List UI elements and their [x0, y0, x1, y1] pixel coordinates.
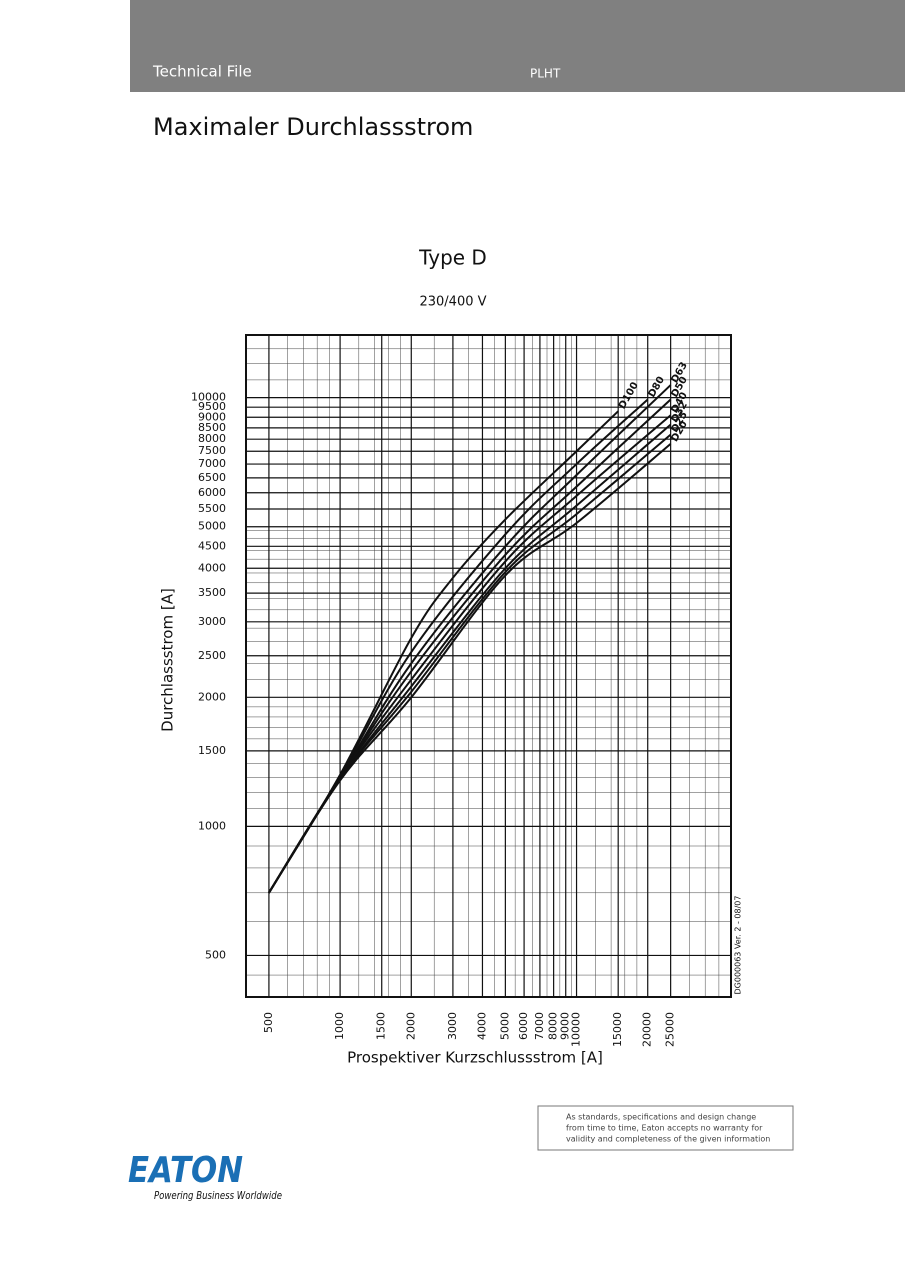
y-tick-label: 9000: [198, 410, 226, 423]
header-center: PLHT: [530, 67, 561, 81]
x-tick-label: 2000: [404, 1012, 417, 1040]
y-tick-label: 500: [205, 948, 226, 961]
y-tick-label: 4000: [198, 561, 226, 574]
y-tick-label: 6000: [198, 486, 226, 499]
plot-frame: [245, 334, 732, 998]
chart-annotation: DG000063 Ver. 2 - 08/07: [734, 896, 743, 995]
chart-title: Type D: [418, 246, 487, 270]
x-tick-label: 25000: [664, 1012, 677, 1047]
logo: EATON: [128, 1150, 243, 1191]
x-tick-label: 20000: [641, 1012, 654, 1047]
series-line: [268, 443, 672, 894]
y-tick-label: 6500: [198, 471, 226, 484]
disclaimer-line: from time to time, Eaton accepts no warr…: [566, 1124, 763, 1133]
page-title: Maximaler Durchlassstrom: [153, 113, 473, 141]
x-tick-label: 5000: [498, 1012, 511, 1040]
series-label: D80: [646, 375, 667, 400]
y-axis-title: Durchlassstrom [A]: [159, 588, 177, 732]
y-tick-label: 3500: [198, 586, 226, 599]
y-tick-label: 10000: [191, 391, 226, 404]
y-tick-label: 3000: [198, 615, 226, 628]
y-tick-label: 5500: [198, 502, 226, 515]
x-tick-label: 10000: [570, 1012, 583, 1047]
x-tick-label: 8000: [547, 1012, 560, 1040]
x-tick-label: 15000: [611, 1012, 624, 1047]
disclaimer-line: As standards, specifications and design …: [566, 1113, 756, 1122]
logo-tagline: Powering Business Worldwide: [154, 1189, 282, 1202]
disclaimer-box: [537, 1105, 794, 1151]
y-tick-label: 9500: [198, 400, 226, 413]
x-axis-title: Prospektiver Kurzschlussstrom [A]: [347, 1049, 603, 1067]
y-tick-label: 8000: [198, 432, 226, 445]
x-tick-label: 1000: [333, 1012, 346, 1040]
y-tick-label: 8500: [198, 421, 226, 434]
y-tick-label: 1000: [198, 819, 226, 832]
disclaimer-line: validity and completeness of the given i…: [566, 1135, 770, 1144]
plot: 500 1000 1500 2000 3000 4000 5000 6000 7000 8000 9…: [191, 334, 732, 1047]
x-tick-label: 7000: [533, 1012, 546, 1040]
header-bar: [130, 0, 905, 92]
x-tick-label: 3000: [446, 1012, 459, 1040]
x-tick-label: 4000: [475, 1012, 488, 1040]
y-tick-label: 1500: [198, 744, 226, 757]
y-tick-label: 4500: [198, 539, 226, 552]
y-tick-label: 2000: [198, 690, 226, 703]
y-tick-label: 7000: [198, 457, 226, 470]
y-tick-label: 5000: [198, 520, 226, 533]
header-left: Technical File: [152, 63, 252, 81]
chart-subtitle: 230/400 V: [419, 295, 486, 310]
y-tick-label: 2500: [198, 649, 226, 662]
y-tick-label: 7500: [198, 444, 226, 457]
series-label: D100: [617, 380, 641, 411]
x-tick-label: 9000: [559, 1012, 572, 1040]
x-tick-label: 6000: [517, 1012, 530, 1040]
x-tick-label: 1500: [375, 1012, 388, 1040]
x-tick-label: 500: [262, 1012, 275, 1033]
